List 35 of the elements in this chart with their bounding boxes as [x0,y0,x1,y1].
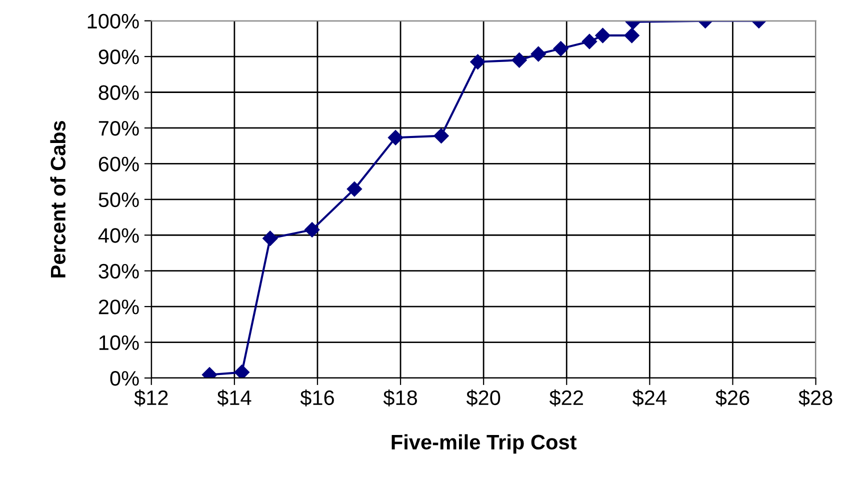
point [304,222,320,238]
x-axis-title: Five-mile Trip Cost [392,434,577,454]
point [346,181,362,197]
point [530,46,546,62]
y-tick-label: 30% [98,264,139,279]
y-tick-label: 100% [88,14,139,29]
y-tick-label: 20% [98,300,139,314]
x-tick-label: $12 [134,389,168,406]
x-tick-label: $16 [300,389,334,406]
point [624,28,640,44]
point [262,230,278,246]
point [595,28,610,44]
y-tick-label: 70% [98,120,139,136]
y-tick-label: 40% [98,228,139,243]
x-tick-label: $24 [632,389,666,406]
y-tick-label: 50% [98,192,139,208]
point [553,41,568,56]
x-tick-label: $22 [549,389,583,406]
y-tick-label: 60% [98,156,139,172]
x-tick-label: $18 [383,389,417,406]
y-tick-label: 10% [99,335,139,350]
point [234,364,250,378]
point [470,54,486,70]
y-tick-label: 80% [98,85,139,100]
y-tick-label: 0% [110,371,139,386]
y-axis-title: Percent of Cabs [50,120,66,278]
point [512,52,527,68]
x-tick-label: $14 [217,389,252,406]
point [388,130,404,146]
x-tick-label: $20 [466,389,500,406]
y-tick-label: 90% [98,50,139,64]
x-tick-label: $28 [798,389,832,406]
point [434,128,449,144]
point [582,34,598,50]
x-tick-label: $26 [716,389,750,406]
